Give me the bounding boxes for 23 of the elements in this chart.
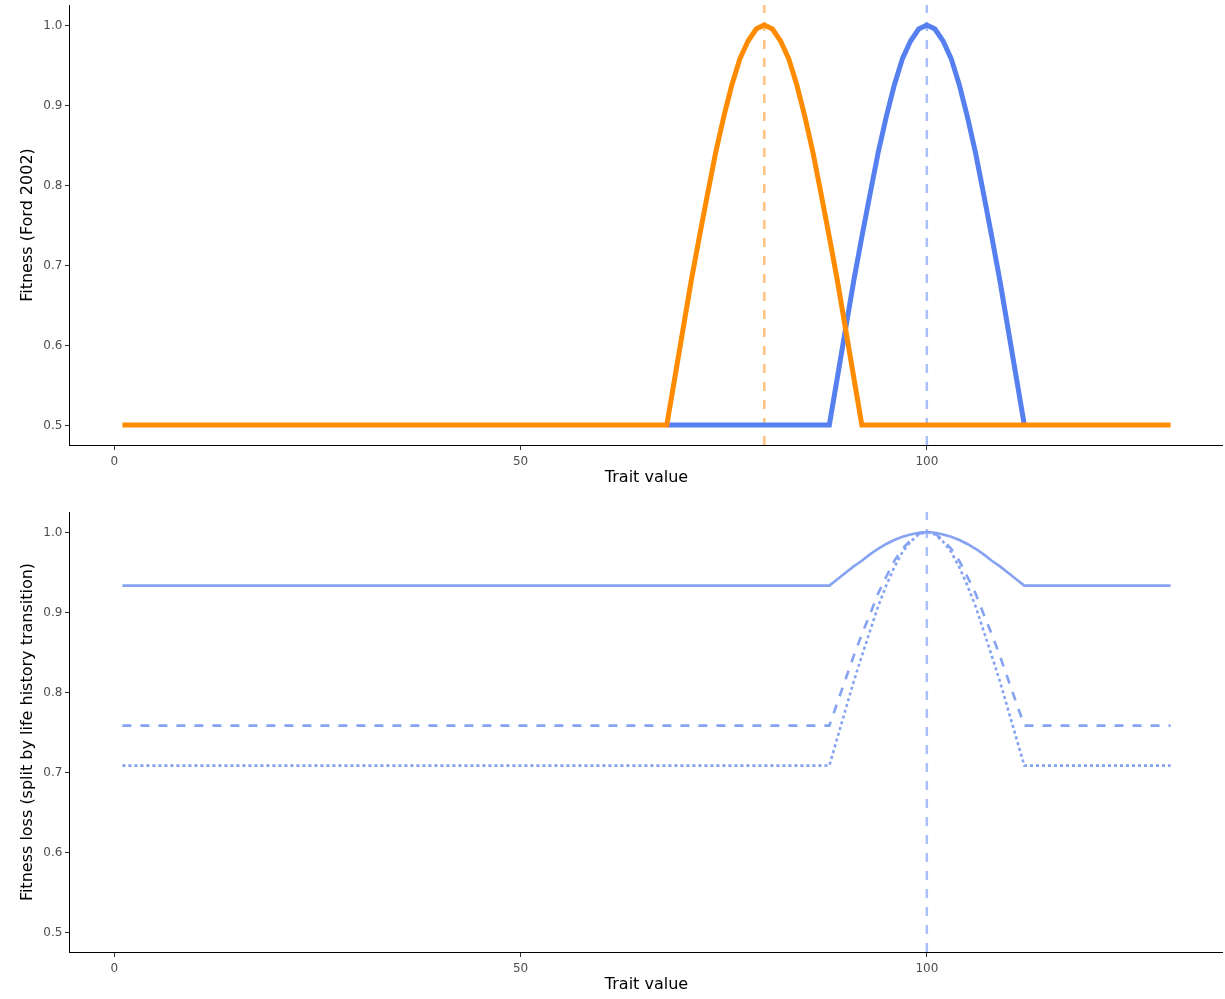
y-tick-label: 0.6 [43,845,63,860]
y-tick-label: 0.8 [43,178,63,193]
x-tick-label: 100 [915,453,939,468]
x-axis-title: Trait value [603,974,689,994]
line-series [121,530,1172,767]
y-tick-label: 0.5 [43,925,63,940]
x-tick-label: 50 [512,453,529,468]
y-tick-label: 0.9 [43,605,63,620]
x-tick-label: 50 [512,960,529,975]
x-axis-title: Trait value [603,467,689,487]
y-tick-label: 0.8 [43,685,63,700]
y-tick-label: 0.9 [43,98,63,113]
x-tick-label: 100 [915,960,939,975]
y-tick-label: 0.5 [43,418,63,433]
y-tick-label: 1.0 [43,18,63,33]
x-tick-label: 0 [110,960,119,975]
y-axis-title: Fitness (Ford 2002) [17,148,37,302]
y-tick-label: 1.0 [43,525,63,540]
y-tick-label: 0.7 [43,765,63,780]
y-tick-label: 0.6 [43,338,63,353]
y-tick-label: 0.7 [43,258,63,273]
y-axis-title: Fitness loss (split by life history transition) [17,562,37,902]
x-tick-label: 0 [110,453,119,468]
